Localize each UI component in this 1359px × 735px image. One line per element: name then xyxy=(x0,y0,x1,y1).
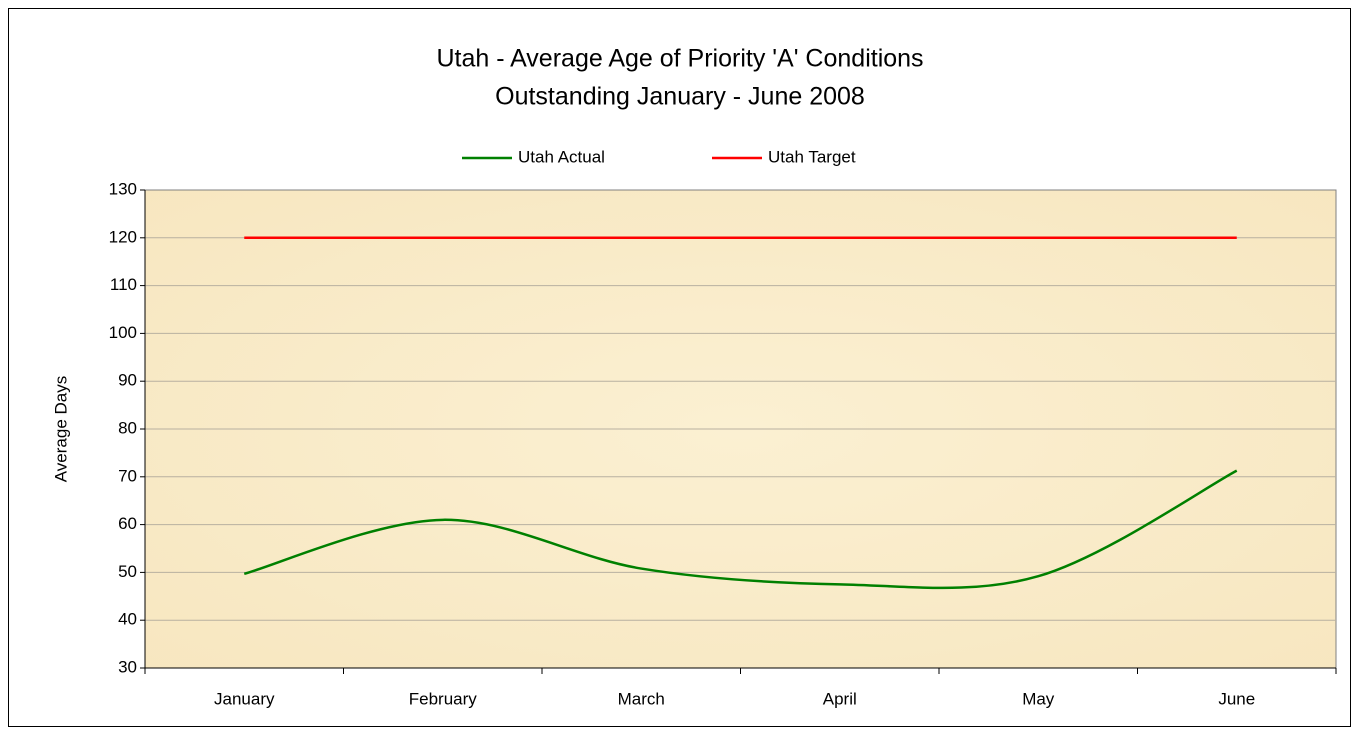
y-tick-label: 120 xyxy=(109,227,137,246)
chart-title: Outstanding January - June 2008 xyxy=(495,83,865,111)
y-tick-label: 50 xyxy=(118,562,137,581)
chart-title: Utah - Average Age of Priority 'A' Condi… xyxy=(436,45,923,73)
y-tick-label: 80 xyxy=(118,418,137,437)
x-tick-label: June xyxy=(1218,689,1255,708)
x-tick-label: February xyxy=(409,689,478,708)
y-tick-label: 90 xyxy=(118,371,137,390)
x-tick-label: January xyxy=(214,689,275,708)
series-line xyxy=(243,469,1238,590)
y-tick-label: 130 xyxy=(109,179,137,198)
x-tick-label: April xyxy=(823,689,857,708)
legend-label: Utah Actual xyxy=(518,147,605,166)
x-tick-label: May xyxy=(1022,689,1055,708)
y-tick-label: 40 xyxy=(118,610,137,629)
y-tick-label: 100 xyxy=(109,323,137,342)
x-tick-label: March xyxy=(618,689,665,708)
y-tick-label: 30 xyxy=(118,657,137,676)
legend-label: Utah Target xyxy=(768,147,856,166)
y-tick-label: 110 xyxy=(110,275,137,294)
y-axis-label: Average Days xyxy=(51,376,70,482)
y-tick-label: 70 xyxy=(118,466,137,485)
y-tick-label: 60 xyxy=(118,514,137,533)
